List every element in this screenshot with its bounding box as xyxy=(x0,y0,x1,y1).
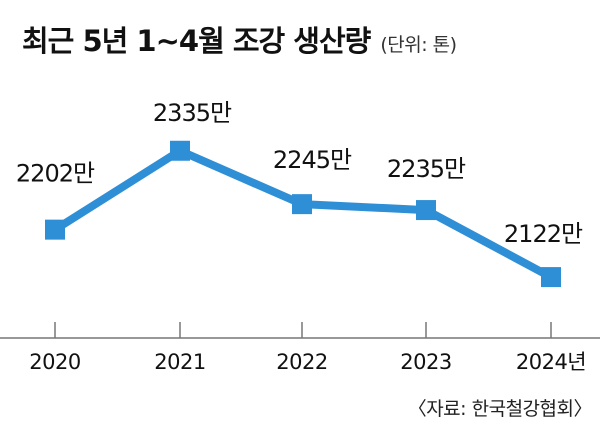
x-tick-label: 2023 xyxy=(400,350,451,374)
data-label: 2202만 xyxy=(16,160,95,188)
data-point-marker xyxy=(416,200,436,221)
x-tick-label: 2020 xyxy=(29,350,80,374)
x-tick-label: 2021 xyxy=(154,350,205,374)
data-label: 2122만 xyxy=(504,220,583,248)
data-label: 2245만 xyxy=(273,146,352,174)
chart-title: 최근 5년 1~4월 조강 생산량 xyxy=(22,24,371,58)
data-point-marker xyxy=(292,194,312,215)
data-label: 2335만 xyxy=(153,99,232,127)
source-note: 〈자료: 한국철강협회〉 xyxy=(407,398,593,420)
data-point-marker xyxy=(45,219,65,240)
data-point-marker xyxy=(170,140,190,161)
unit-note: (단위: 톤) xyxy=(380,34,457,56)
data-label: 2235만 xyxy=(387,155,466,183)
title-row: 최근 5년 1~4월 조강 생산량 (단위: 톤) xyxy=(22,18,457,60)
x-tick-label: 2024년 xyxy=(516,350,586,374)
data-point-marker xyxy=(541,267,561,288)
x-tick-label: 2022 xyxy=(276,350,327,374)
